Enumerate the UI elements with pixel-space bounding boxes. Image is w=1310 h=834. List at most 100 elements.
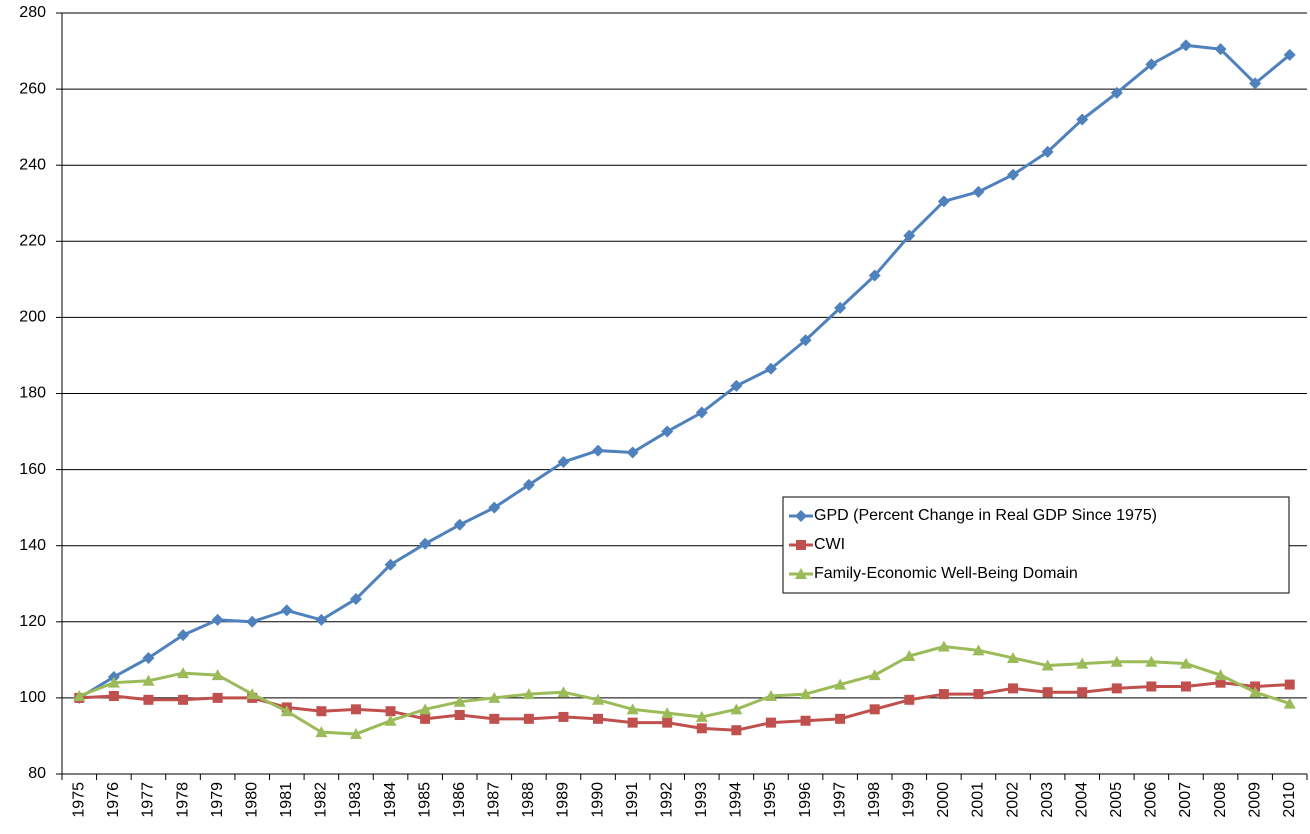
point	[973, 689, 984, 700]
x-tick-label: 1996	[797, 782, 814, 818]
y-tick-label: 240	[19, 156, 46, 173]
point	[1042, 687, 1053, 698]
legend-label: Family-Economic Well-Being Domain	[814, 565, 1078, 582]
point	[1041, 145, 1054, 158]
x-tick-label: 1977	[140, 782, 157, 818]
point	[108, 690, 119, 701]
point	[316, 706, 327, 717]
point	[1214, 669, 1227, 681]
x-tick-label: 1978	[174, 782, 191, 818]
point	[662, 717, 673, 728]
point	[280, 604, 293, 617]
point	[246, 615, 259, 628]
point	[592, 444, 605, 457]
point	[972, 644, 985, 656]
point	[765, 717, 776, 728]
point	[211, 669, 224, 681]
point	[1215, 677, 1226, 688]
point	[1111, 683, 1122, 694]
x-tick-label: 1980	[243, 782, 260, 818]
point	[937, 195, 950, 208]
point	[903, 229, 916, 242]
point	[453, 695, 466, 707]
point	[178, 694, 189, 705]
point	[1146, 681, 1157, 692]
point	[177, 629, 190, 642]
y-tick-label: 280	[19, 4, 46, 21]
point	[246, 688, 259, 700]
point	[384, 558, 397, 571]
point	[1008, 683, 1019, 694]
point	[489, 713, 500, 724]
x-tick-label: 2005	[1108, 782, 1125, 818]
point	[211, 613, 224, 626]
y-tick-label: 80	[28, 765, 46, 782]
x-tick-label: 1997	[831, 782, 848, 818]
point	[1180, 681, 1191, 692]
x-tick-label: 2004	[1073, 782, 1090, 818]
point	[1145, 655, 1158, 667]
legend-marker	[795, 510, 807, 522]
x-tick-label: 2003	[1039, 782, 1056, 818]
point	[177, 667, 190, 679]
point	[937, 640, 950, 652]
x-tick-label: 1992	[658, 782, 675, 818]
point	[799, 688, 812, 700]
y-tick-label: 100	[19, 689, 46, 706]
point	[1110, 655, 1123, 667]
point	[1284, 679, 1295, 690]
point	[419, 703, 432, 715]
point	[730, 379, 743, 392]
point	[592, 693, 605, 705]
point	[107, 676, 120, 688]
point	[1179, 657, 1192, 669]
legend-marker	[795, 568, 807, 579]
point	[349, 592, 362, 605]
x-tick-label: 2008	[1212, 782, 1229, 818]
point	[834, 301, 847, 314]
point	[488, 501, 501, 514]
y-tick-label: 220	[19, 233, 46, 250]
point	[280, 705, 293, 717]
point	[419, 537, 432, 550]
point	[384, 714, 397, 726]
x-tick-label: 2002	[1004, 782, 1021, 818]
point	[903, 650, 916, 662]
point	[73, 689, 86, 701]
point	[523, 713, 534, 724]
x-tick-label: 1988	[520, 782, 537, 818]
point	[1076, 657, 1089, 669]
point	[557, 686, 570, 698]
x-tick-label: 2001	[970, 782, 987, 818]
y-tick-label: 140	[19, 537, 46, 554]
point	[730, 703, 743, 715]
legend-label: GPD (Percent Change in Real GDP Since 19…	[814, 507, 1157, 524]
x-tick-label: 1998	[866, 782, 883, 818]
point	[661, 707, 674, 719]
point	[315, 726, 328, 738]
y-tick-label: 260	[19, 80, 46, 97]
point	[212, 692, 223, 703]
point	[627, 717, 638, 728]
point	[1145, 58, 1158, 71]
y-tick-label: 180	[19, 385, 46, 402]
x-tick-label: 1976	[105, 782, 122, 818]
series-line	[78, 43, 1291, 700]
point	[350, 704, 361, 715]
point	[420, 713, 431, 724]
point	[142, 651, 155, 664]
y-tick-label: 120	[19, 613, 46, 630]
point	[869, 704, 880, 715]
point	[454, 710, 465, 721]
point	[557, 455, 570, 468]
point	[626, 703, 639, 715]
point	[558, 711, 569, 722]
point	[1076, 113, 1089, 126]
legend-box	[782, 496, 1290, 594]
x-tick-label: 1991	[624, 782, 641, 818]
point	[695, 406, 708, 419]
x-tick-label: 1981	[278, 782, 295, 818]
point	[972, 185, 985, 198]
point	[904, 694, 915, 705]
